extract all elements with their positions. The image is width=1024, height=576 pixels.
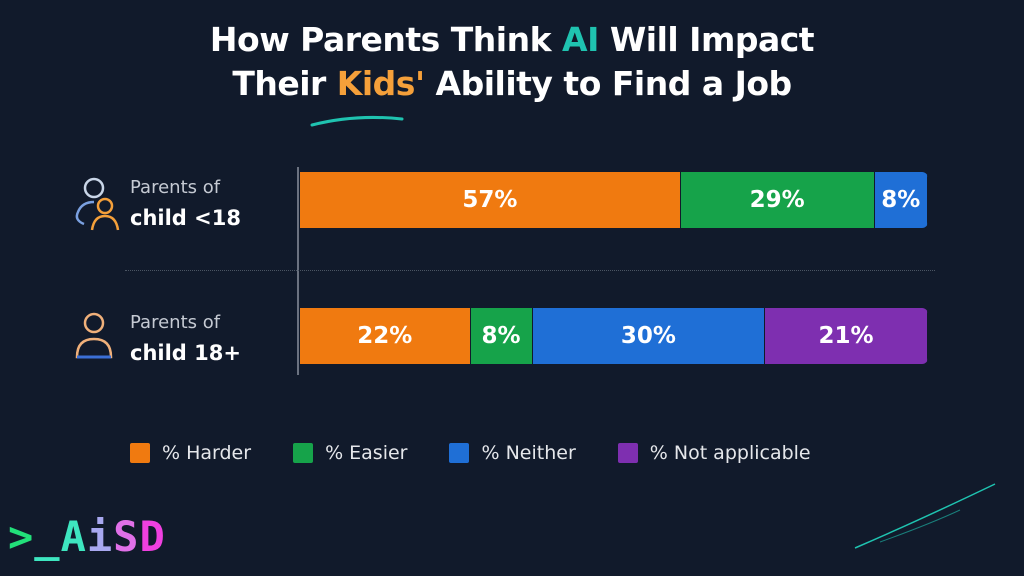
bar-segment-harder: 57% — [300, 172, 681, 228]
parent-child-icon — [75, 177, 120, 231]
row-label-under-18: Parents of child <18 — [70, 172, 241, 234]
legend-label: % Not applicable — [649, 442, 811, 464]
legend-swatch — [449, 443, 470, 463]
legend-label: % Easier — [325, 442, 408, 464]
y-axis-line — [297, 167, 299, 375]
data-label: 29% — [749, 187, 805, 213]
data-label: 22% — [357, 323, 413, 349]
bar-segment-harder: 22% — [300, 308, 471, 364]
bar-row-under-18: 57% 29% 8% — [300, 172, 928, 228]
row-label-line2: child 18+ — [130, 341, 241, 365]
title-highlight-kids: Kids' — [336, 64, 425, 103]
legend: % Harder % Easier % Neither % Not applicabl… — [130, 442, 853, 464]
data-label: 8% — [881, 187, 921, 213]
legend-item: % Easier — [293, 442, 407, 464]
bar-segment-neither: 8% — [874, 172, 928, 228]
bar-segment-not-applicable: 21% — [765, 308, 928, 364]
parent-icon — [75, 312, 113, 359]
row-divider — [125, 270, 935, 271]
title-text: Their — [232, 64, 337, 103]
data-label: 21% — [818, 323, 874, 349]
swoosh-decoration — [854, 483, 996, 549]
legend-item: % Neither — [449, 442, 576, 464]
bar-segment-neither: 30% — [532, 308, 766, 364]
data-label: 57% — [462, 187, 518, 213]
row-label-line2: child <18 — [130, 206, 241, 230]
legend-label: % Harder — [162, 442, 252, 464]
bar-row-18-plus: 22% 8% 30% 21% — [300, 308, 928, 364]
row-label-line1: Parents of — [130, 177, 221, 198]
legend-item: % Not applicable — [617, 442, 811, 464]
row-label-line1: Parents of — [130, 312, 221, 333]
bar-segment-easier: 29% — [680, 172, 875, 228]
title-text: Ability to Find a Job — [424, 64, 793, 103]
legend-label: % Neither — [481, 442, 576, 464]
chart-title: How Parents Think AI Will Impact Their K… — [0, 18, 1024, 106]
legend-item: % Harder — [130, 442, 251, 464]
legend-swatch — [293, 443, 314, 463]
legend-swatch — [130, 443, 150, 463]
data-label: 30% — [620, 323, 676, 349]
aisd-logo: >_AiSD — [8, 512, 166, 561]
legend-swatch — [617, 443, 638, 463]
title-highlight-ai: AI — [562, 20, 599, 59]
row-label-18-plus: Parents of child 18+ — [70, 307, 241, 369]
bar-segment-easier: 8% — [470, 308, 533, 364]
title-text: How Parents Think — [209, 20, 563, 59]
title-text: Will Impact — [598, 20, 815, 59]
data-label: 8% — [481, 323, 521, 349]
title-underline-decoration — [310, 115, 404, 127]
